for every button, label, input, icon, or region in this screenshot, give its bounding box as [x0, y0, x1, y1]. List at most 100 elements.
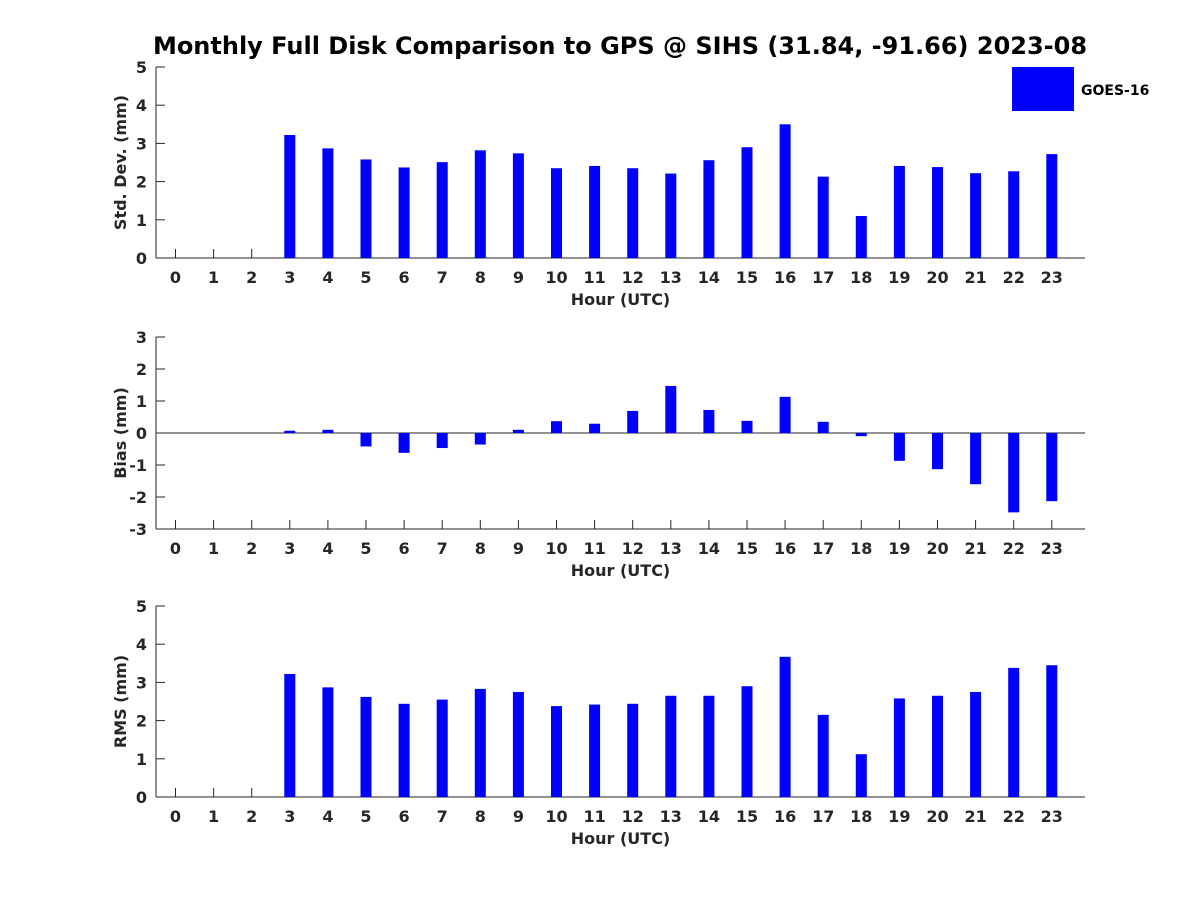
x-tick-label: 10 — [545, 268, 567, 287]
y-tick-label: 3 — [136, 673, 147, 692]
y-axis-label: Bias (mm) — [111, 387, 130, 479]
x-tick-label: 3 — [284, 268, 295, 287]
x-tick-label: 23 — [1041, 268, 1063, 287]
legend-label: GOES-16 — [1081, 83, 1149, 99]
x-tick-label: 0 — [170, 807, 181, 826]
x-tick-label: 2 — [246, 268, 257, 287]
bar-hour-18 — [855, 433, 867, 437]
bar-hour-15 — [741, 686, 753, 797]
x-tick-label: 6 — [399, 268, 410, 287]
x-tick-label: 11 — [583, 268, 605, 287]
bar-hour-15 — [741, 147, 753, 258]
x-axis-label: Hour (UTC) — [571, 290, 671, 309]
bar-hour-13 — [665, 385, 677, 433]
bar-hour-18 — [855, 215, 867, 258]
bar-hour-22 — [1008, 433, 1020, 513]
bar-hour-17 — [817, 421, 829, 433]
bar-hour-22 — [1008, 667, 1020, 797]
bar-hour-16 — [779, 124, 791, 258]
bar-hour-6 — [398, 167, 410, 258]
x-tick-label: 15 — [736, 807, 758, 826]
bar-hour-22 — [1008, 171, 1020, 258]
y-tick-label: 2 — [136, 173, 147, 192]
y-tick-label: 3 — [136, 134, 147, 153]
bar-hour-19 — [893, 433, 905, 461]
x-tick-label: 20 — [926, 807, 948, 826]
x-tick-label: 5 — [360, 268, 371, 287]
bar-hour-17 — [817, 176, 829, 258]
x-tick-label: 18 — [850, 539, 872, 558]
x-tick-label: 8 — [475, 539, 486, 558]
bar-hour-13 — [665, 173, 677, 258]
x-tick-label: 4 — [322, 539, 333, 558]
bar-hour-7 — [436, 162, 448, 258]
y-axis-label: RMS (mm) — [111, 655, 130, 748]
bar-hour-9 — [512, 691, 524, 797]
x-tick-label: 3 — [284, 807, 295, 826]
x-tick-label: 17 — [812, 807, 834, 826]
bar-hour-7 — [436, 433, 448, 449]
legend-swatch — [1012, 67, 1074, 111]
x-tick-label: 10 — [545, 807, 567, 826]
x-tick-label: 4 — [322, 268, 333, 287]
bar-hour-12 — [627, 168, 639, 258]
bar-hour-16 — [779, 656, 791, 797]
bar-hour-23 — [1046, 665, 1058, 797]
y-tick-label: 0 — [136, 424, 147, 443]
bar-hour-6 — [398, 703, 410, 797]
legend: GOES-16 — [1012, 67, 1149, 111]
x-tick-label: 0 — [170, 268, 181, 287]
bar-hour-11 — [589, 165, 601, 258]
bar-hour-18 — [855, 754, 867, 797]
bar-hour-10 — [551, 421, 562, 433]
bar-hour-9 — [512, 153, 524, 258]
y-tick-label: 5 — [136, 597, 147, 616]
bar-hour-19 — [893, 165, 905, 258]
bar-hour-3 — [284, 673, 296, 797]
bar-hour-3 — [284, 134, 296, 258]
bar-hour-12 — [627, 410, 639, 433]
bar-hour-4 — [322, 148, 334, 258]
x-tick-label: 7 — [437, 807, 448, 826]
x-tick-label: 2 — [246, 807, 257, 826]
x-tick-label: 14 — [698, 807, 720, 826]
bar-hour-16 — [779, 396, 791, 433]
x-tick-label: 5 — [360, 539, 371, 558]
x-tick-label: 9 — [513, 268, 524, 287]
bar-hour-23 — [1046, 433, 1058, 502]
x-tick-label: 1 — [208, 539, 219, 558]
bar-hour-14 — [703, 160, 715, 258]
x-tick-label: 20 — [926, 539, 948, 558]
x-tick-label: 10 — [545, 539, 567, 558]
x-axis-label: Hour (UTC) — [571, 829, 671, 848]
x-tick-label: 16 — [774, 807, 796, 826]
x-tick-label: 0 — [170, 539, 181, 558]
y-tick-label: 1 — [136, 750, 147, 769]
bar-hour-11 — [589, 423, 601, 433]
bar-hour-4 — [322, 429, 334, 433]
bar-hour-4 — [322, 687, 334, 797]
bar-hour-17 — [817, 714, 829, 797]
y-tick-label: 1 — [136, 392, 147, 411]
bar-hour-13 — [665, 695, 677, 797]
bar-hour-14 — [703, 409, 715, 433]
bar-hour-10 — [551, 168, 562, 258]
x-tick-label: 8 — [475, 268, 486, 287]
bar-hour-10 — [551, 706, 562, 797]
bar-hour-6 — [398, 433, 410, 453]
bar-hour-12 — [627, 703, 639, 797]
x-tick-label: 3 — [284, 539, 295, 558]
bar-hour-8 — [474, 150, 486, 258]
bar-hour-20 — [932, 167, 943, 258]
x-tick-label: 14 — [698, 268, 720, 287]
bar-hour-5 — [360, 433, 372, 447]
x-tick-label: 2 — [246, 539, 257, 558]
x-tick-label: 5 — [360, 807, 371, 826]
x-tick-label: 12 — [622, 268, 644, 287]
bar-hour-19 — [893, 698, 905, 797]
bar-hour-11 — [589, 704, 601, 797]
x-tick-label: 14 — [698, 539, 720, 558]
x-tick-label: 13 — [660, 807, 682, 826]
bar-hour-7 — [436, 699, 448, 797]
